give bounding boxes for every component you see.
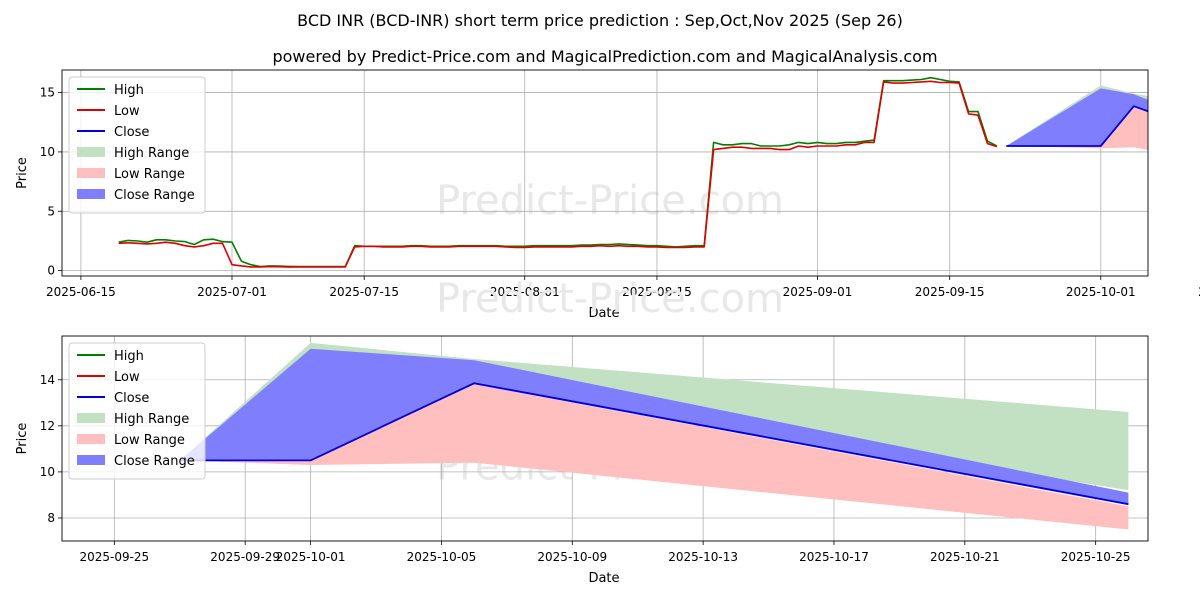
- x-tick-label: 2025-09-25: [79, 550, 149, 564]
- x-tick-label: 2025-10-05: [407, 550, 477, 564]
- x-tick-label: 2025-08-15: [622, 285, 692, 299]
- x-axis-label: Date: [588, 306, 619, 321]
- high-series-line: [118, 76, 998, 268]
- low-range-band: [179, 384, 1129, 530]
- x-tick-label: 2025-07-01: [197, 285, 267, 299]
- plot-area: [179, 342, 1129, 530]
- y-tick-label: 10: [40, 145, 55, 159]
- legend-swatch-high_range: [77, 413, 105, 423]
- axes-frame: [61, 69, 1149, 277]
- chart-title: BCD INR (BCD-INR) short term price predi…: [297, 11, 903, 30]
- watermark-text: Predict-Price.com: [436, 276, 784, 322]
- y-tick-label: 0: [47, 264, 55, 278]
- x-tick-label: 2025-10-15: [1198, 285, 1200, 299]
- x-tick-label: 2025-10-21: [930, 550, 1000, 564]
- plot-area: [118, 76, 1148, 268]
- legend-label-low: Low: [114, 104, 140, 119]
- y-tick-label: 5: [47, 204, 55, 218]
- legend-label-low_range: Low Range: [114, 167, 185, 182]
- close-series-line: [179, 382, 1129, 505]
- legend-label-high: High: [114, 83, 144, 98]
- x-tick-label: 2025-10-01: [1066, 285, 1136, 299]
- x-tick-label: 2025-07-15: [329, 285, 399, 299]
- legend-label-high_range: High Range: [114, 412, 189, 427]
- close-range-band: [179, 348, 1129, 506]
- x-tick-label: 2025-10-01: [276, 550, 346, 564]
- y-axis-label: Price: [15, 157, 30, 189]
- chart-legend: High Low Close High Range Low Range Close Ran…: [68, 76, 206, 214]
- legend-label-close: Close: [114, 125, 149, 140]
- legend-label-close: Close: [114, 391, 149, 406]
- watermark-text: Predict-Price.com: [436, 178, 784, 224]
- x-tick-label: 2025-10-09: [537, 550, 607, 564]
- legend-label-low_range: Low Range: [114, 433, 185, 448]
- legend-label-close_range: Close Range: [114, 188, 195, 203]
- low-series-line: [118, 80, 998, 268]
- legend-swatch-low_range: [77, 168, 105, 178]
- chart-subtitle: powered by Predict-Price.com and Magical…: [272, 47, 937, 66]
- legend-label-high: High: [114, 349, 144, 364]
- close-range-band: [1006, 88, 1148, 146]
- x-tick-label: 2025-08-01: [490, 285, 560, 299]
- legend-label-high_range: High Range: [114, 146, 189, 161]
- x-tick-label: 2025-09-29: [210, 550, 280, 564]
- x-tick-label: 2025-10-17: [799, 550, 869, 564]
- y-tick-label: 10: [40, 465, 55, 479]
- axes-frame: [61, 335, 1149, 542]
- legend-label-close_range: Close Range: [114, 454, 195, 469]
- low-range-band: [1006, 106, 1148, 150]
- x-tick-label: 2025-09-15: [915, 285, 985, 299]
- chart-panel-top: Predict-Price.com 2025-06-15 2025-07-01 202…: [15, 69, 1200, 321]
- legend-swatch-close_range: [77, 455, 105, 465]
- y-tick-label: 15: [40, 86, 55, 100]
- y-axis-label: Price: [15, 423, 30, 455]
- y-tick-label: 14: [40, 373, 55, 387]
- x-tick-label: 2025-10-13: [668, 550, 738, 564]
- legend-swatch-close_range: [77, 189, 105, 199]
- y-tick-label: 8: [47, 511, 55, 525]
- chart-panel-bottom: Predict-Price.com2025-09-252025-09-29202…: [15, 335, 1149, 586]
- x-axis-label: Date: [588, 571, 619, 586]
- legend-label-low: Low: [114, 370, 140, 385]
- y-tick-label: 12: [40, 419, 55, 433]
- x-tick-label: 2025-09-01: [783, 285, 853, 299]
- legend-swatch-high_range: [77, 147, 105, 157]
- close-series-line: [1006, 105, 1148, 147]
- x-tick-label: 2025-10-25: [1061, 550, 1131, 564]
- legend-swatch-low_range: [77, 434, 105, 444]
- x-tick-label: 2025-06-15: [46, 285, 116, 299]
- chart-legend: High Low Close High Range Low Range Close Ran…: [68, 342, 206, 480]
